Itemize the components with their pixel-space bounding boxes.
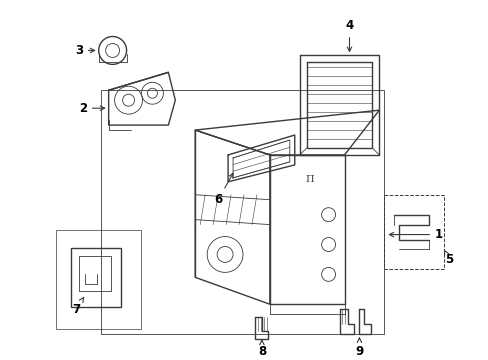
Bar (384, 195, 443, 269)
Text: 2: 2 (79, 102, 104, 115)
Bar (101, 90, 384, 334)
Bar (71, 248, 121, 307)
Text: 3: 3 (75, 44, 95, 57)
Text: 5: 5 (444, 250, 452, 266)
Text: 1: 1 (388, 228, 442, 241)
Text: 7: 7 (72, 297, 83, 316)
Text: 9: 9 (355, 338, 363, 357)
Text: Π: Π (305, 175, 313, 184)
Text: 8: 8 (257, 340, 265, 357)
Text: 4: 4 (345, 19, 353, 51)
Text: 6: 6 (214, 174, 233, 206)
Bar (56, 230, 140, 329)
Bar (79, 256, 110, 291)
